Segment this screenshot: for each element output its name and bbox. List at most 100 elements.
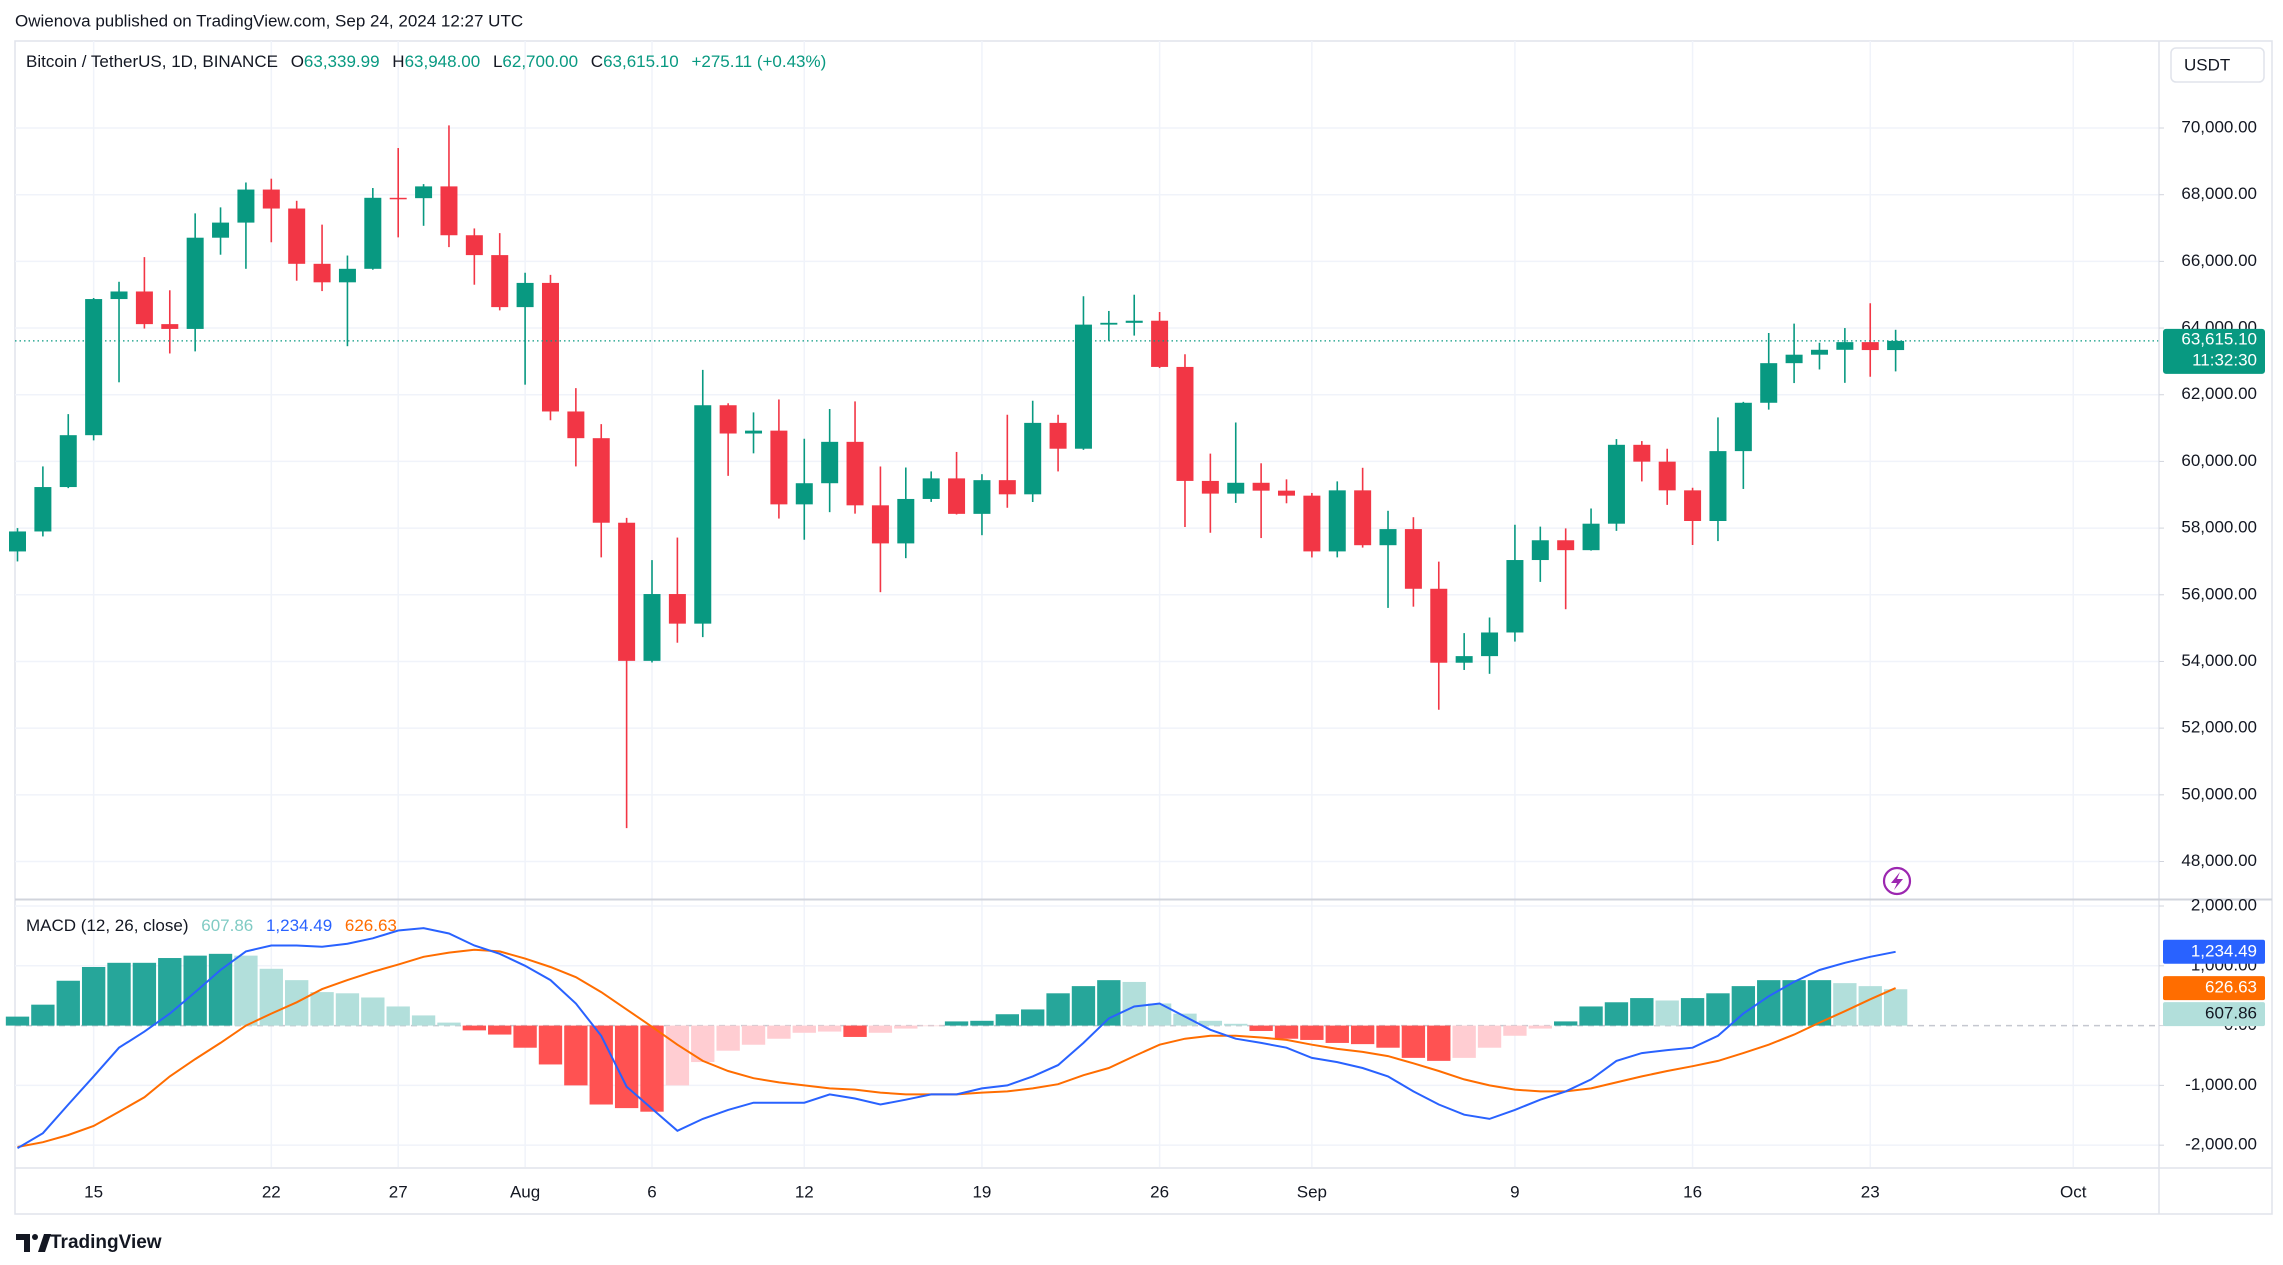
histogram-bar — [5, 1016, 30, 1026]
histogram-legend-value: 607.86 — [201, 916, 253, 935]
histogram-bar — [817, 1025, 842, 1032]
candle-body — [871, 505, 889, 544]
candle-body — [770, 430, 788, 505]
histogram-bar — [1604, 1002, 1629, 1026]
candle-body — [1151, 320, 1169, 367]
symbol-legend: Bitcoin / TetherUS, 1D, BINANCE O63,339.… — [26, 52, 826, 71]
candle-body — [1734, 402, 1752, 452]
histogram-bar — [767, 1025, 791, 1039]
histogram-bar — [361, 997, 385, 1026]
histogram-bar — [1579, 1006, 1603, 1026]
histogram-bar — [234, 955, 258, 1026]
histogram-bar — [1554, 1021, 1578, 1026]
last-price-label: 63,615.10 — [2181, 329, 2257, 348]
chart-frame — [14, 40, 2273, 1215]
y-tick-label: 60,000.00 — [2181, 451, 2257, 470]
histogram-bar — [107, 962, 131, 1026]
ohlc-value: 63,948.00 — [405, 52, 481, 71]
candle-body — [1607, 444, 1625, 524]
y-tick-label: 68,000.00 — [2181, 184, 2257, 203]
x-tick-label: 6 — [647, 1182, 656, 1201]
histogram-bar — [1630, 998, 1654, 1026]
logo-dot — [32, 1234, 38, 1240]
last-price-badge — [2163, 328, 2265, 374]
y-tick-label: 52,000.00 — [2181, 718, 2257, 737]
indicator-badge-label: 1,234.49 — [2191, 941, 2257, 960]
candle-body — [1379, 529, 1397, 546]
alert-icon[interactable] — [1882, 866, 1912, 896]
candle-body — [694, 405, 712, 624]
histogram-bar — [868, 1025, 893, 1033]
candle-body — [643, 594, 661, 661]
publisher-line: Owienova published on TradingView.com, S… — [15, 11, 523, 30]
currency-button[interactable]: USDT — [2170, 47, 2265, 83]
currency-box[interactable] — [2170, 47, 2265, 83]
candle-body — [821, 441, 839, 484]
histogram-bar — [1198, 1020, 1223, 1026]
indicator-badge — [2163, 976, 2265, 1001]
histogram-bar — [513, 1025, 537, 1048]
candle-body — [998, 480, 1016, 495]
x-tick-label: 9 — [1510, 1182, 1519, 1201]
candle-body — [465, 235, 483, 256]
candle-body — [1049, 422, 1067, 449]
candle-body — [1658, 461, 1676, 491]
candle-body — [135, 291, 153, 325]
histogram-bar — [183, 955, 207, 1026]
y-tick-label: 66,000.00 — [2181, 251, 2257, 270]
histogram-bar — [665, 1025, 690, 1086]
histogram-bar — [995, 1014, 1019, 1026]
histogram-bar — [843, 1025, 867, 1037]
x-tick-label: 15 — [84, 1182, 103, 1201]
histogram-bar — [158, 958, 182, 1026]
histogram-bar — [1782, 980, 1806, 1026]
candle-body — [1557, 540, 1575, 551]
y-tick-label: 48,000.00 — [2181, 851, 2257, 870]
candle-body — [1278, 490, 1295, 496]
y2-tick-label: -2,000.00 — [2185, 1135, 2257, 1154]
candle-body — [1684, 490, 1702, 521]
candle-body — [440, 186, 458, 236]
alert-bolt[interactable] — [1891, 872, 1903, 890]
histogram-bar — [1680, 998, 1705, 1026]
candle-body — [1227, 482, 1245, 494]
candle-body — [719, 405, 737, 434]
x-tick-label: 12 — [795, 1182, 814, 1201]
candle-body — [1328, 490, 1346, 552]
candle-body — [288, 208, 306, 264]
candle-body — [541, 282, 559, 412]
histogram-bar — [56, 980, 80, 1026]
y-tick-label: 62,000.00 — [2181, 384, 2257, 403]
y2-tick-label: 2,000.00 — [2191, 895, 2257, 914]
x-tick-label: 26 — [1150, 1182, 1169, 1201]
histogram-bar — [1300, 1025, 1324, 1040]
candle-body — [1074, 324, 1092, 449]
candle-body — [34, 487, 52, 532]
indicator-title: MACD (12, 26, close) — [26, 916, 189, 935]
candle-body — [1709, 451, 1727, 521]
histogram-bar — [1350, 1025, 1375, 1045]
histogram-bar — [1706, 993, 1730, 1026]
currency-label[interactable]: USDT — [2184, 55, 2230, 74]
candle-body — [1100, 322, 1118, 325]
candle-body — [415, 186, 433, 199]
candle-body — [1810, 349, 1828, 355]
candle-body — [1582, 523, 1600, 551]
histogram-bar — [1147, 1003, 1172, 1026]
histogram-bar — [1833, 983, 1857, 1026]
y-tick-label: 56,000.00 — [2181, 584, 2257, 603]
candle-body — [618, 522, 636, 661]
histogram-bar — [1858, 986, 1882, 1026]
histogram-bar — [208, 953, 233, 1026]
candle-body — [262, 189, 280, 209]
ohlc-key: L — [493, 52, 502, 71]
histogram-bar — [132, 962, 157, 1026]
histogram-bar — [411, 1015, 436, 1026]
histogram-bar — [1021, 1009, 1045, 1026]
x-tick-label: 23 — [1861, 1182, 1880, 1201]
candle-body — [313, 263, 331, 283]
histogram-bar — [1477, 1025, 1502, 1048]
candle-body — [161, 324, 179, 329]
